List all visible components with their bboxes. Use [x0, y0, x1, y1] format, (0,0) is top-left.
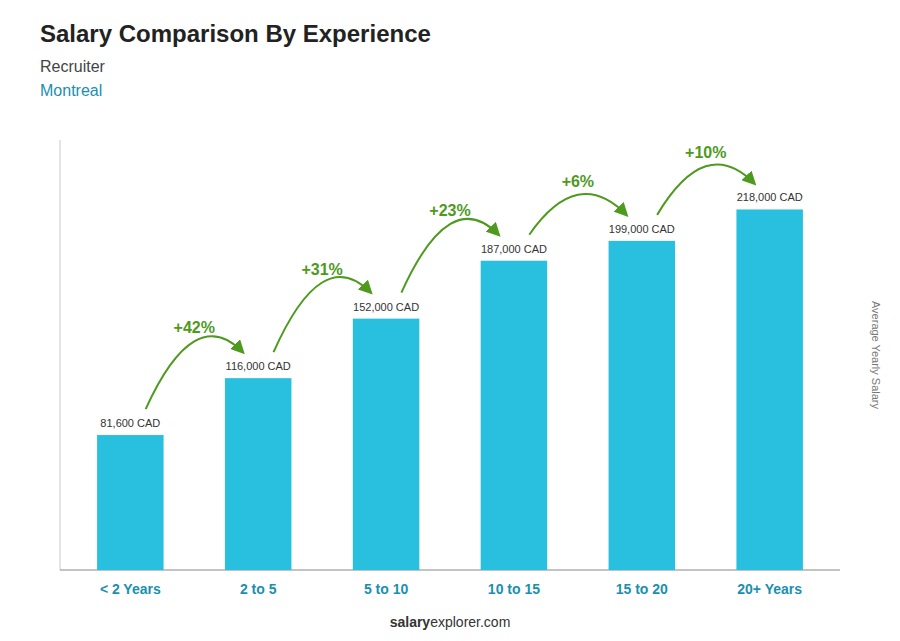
annotation: +42% [174, 319, 215, 336]
data-label: 81,600 CAD [100, 417, 160, 429]
x-tick-label: 5 to 10 [364, 581, 409, 597]
data-label: 199,000 CAD [609, 223, 675, 235]
y-axis-label: Average Yearly Salary [870, 301, 882, 410]
annotation: +23% [429, 202, 470, 219]
bar [481, 261, 547, 570]
x-tick-label: 15 to 20 [616, 581, 668, 597]
x-tick-label: 10 to 15 [488, 581, 540, 597]
footer: salaryexplorer.com [390, 614, 511, 630]
data-label: 187,000 CAD [481, 243, 547, 255]
change-arrow [274, 277, 371, 352]
bars [97, 209, 803, 570]
change-arrow [657, 164, 754, 214]
annotation: +31% [301, 261, 342, 278]
chart-container: Salary Comparison By Experience Recruiter… [0, 0, 900, 641]
bar [225, 378, 291, 570]
bar [353, 319, 419, 570]
data-label: 218,000 CAD [737, 191, 803, 203]
subtitle: Recruiter [40, 58, 106, 75]
y-axis-line [60, 140, 61, 570]
change-arrow [401, 219, 498, 293]
x-tick-label: 20+ Years [737, 581, 802, 597]
x-axis-line [60, 570, 840, 571]
change-arrow [146, 336, 243, 409]
footer-part: salary [390, 614, 431, 630]
bar [736, 209, 802, 570]
bar [97, 435, 163, 570]
annotation: +6% [562, 173, 594, 190]
x-tick-label: < 2 Years [100, 581, 161, 597]
data-label: 116,000 CAD [226, 360, 291, 372]
footer-part: explorer.com [430, 614, 510, 630]
change-arrow [529, 194, 626, 235]
subtitle: Montreal [40, 82, 102, 99]
x-tick-label: 2 to 5 [240, 581, 277, 597]
annotation: +10% [685, 144, 726, 161]
data-label: 152,000 CAD [353, 301, 419, 313]
title: Salary Comparison By Experience [40, 20, 431, 47]
chart: Salary Comparison By Experience Recruiter… [0, 0, 900, 641]
bar [609, 241, 675, 570]
